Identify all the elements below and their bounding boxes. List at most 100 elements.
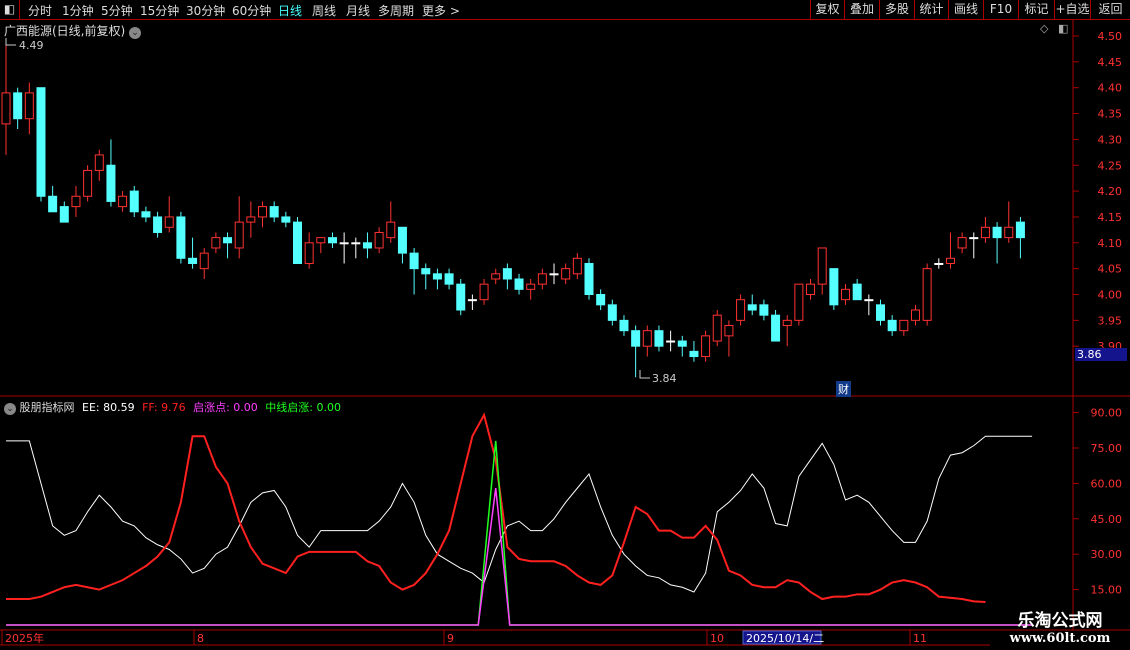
price-tick-label: 4.50 [1098, 30, 1123, 43]
indicator-legend: ⌄ 股朋指标网 EE: 80.59 FF: 9.76 启涨点: 0.00 中线启… [4, 399, 341, 415]
qzd-line [6, 488, 1033, 626]
period-tab[interactable]: 60分钟 [232, 4, 272, 18]
toolbar-button[interactable]: +自选 [1054, 0, 1090, 20]
candle-body [118, 195, 128, 208]
candle-body [817, 247, 827, 285]
toolbar-button[interactable]: F10 [983, 0, 1018, 20]
candle-body [724, 325, 734, 337]
candle-body [83, 169, 93, 197]
candle-body [1004, 226, 1014, 239]
toolbar-button[interactable]: 复权 [810, 0, 844, 20]
period-tab[interactable]: 日线 [278, 4, 303, 18]
candle-body [957, 237, 967, 249]
candle-body [491, 273, 501, 280]
candle-body [1015, 221, 1025, 239]
candle-body [689, 350, 699, 358]
candle-body [339, 242, 349, 245]
candle-body [129, 190, 139, 213]
candle-body [549, 273, 559, 276]
candle-body [258, 206, 268, 218]
candle-body [864, 299, 874, 302]
sidebar-toggle-button[interactable]: ◧ [0, 0, 20, 20]
candle-body [211, 237, 221, 249]
toolbar-button[interactable]: 画线 [948, 0, 983, 20]
period-tab[interactable]: 月线 [346, 4, 371, 18]
candle-body [176, 216, 186, 259]
period-tab[interactable]: 更多 > [422, 4, 460, 18]
ff-value: FF: 9.76 [142, 401, 186, 414]
candle-body [188, 257, 198, 264]
period-tab[interactable]: 15分钟 [140, 4, 180, 18]
qzd-value: 启涨点: 0.00 [193, 401, 258, 414]
price-tick-label: 3.95 [1098, 314, 1123, 327]
candle-body [945, 257, 955, 264]
indicator-name: 股朋指标网 [19, 401, 75, 414]
candle-body [397, 226, 407, 254]
period-tab[interactable]: 周线 [312, 4, 337, 18]
candle-body [351, 242, 361, 245]
panel-toggle-icon[interactable]: ◧ [1058, 22, 1069, 35]
period-tab[interactable]: 多周期 [378, 4, 415, 18]
candle-body [467, 299, 477, 302]
current-price-label: 3.86 [1075, 348, 1127, 361]
price-tick-label: 4.20 [1098, 185, 1123, 198]
period-tab[interactable]: 30分钟 [186, 4, 226, 18]
candle-body [759, 304, 769, 316]
stock-title-text: 广西能源(日线,前复权) [4, 24, 126, 38]
candle-body [444, 273, 454, 285]
date-label: 8 [197, 632, 204, 645]
toolbar-button[interactable]: 返回 [1090, 0, 1130, 20]
candle-body [654, 330, 664, 347]
indicator-tick-label: 30.00 [1091, 548, 1123, 561]
toolbar-button[interactable]: 多股 [879, 0, 914, 20]
high-marker-line [5, 38, 16, 46]
candle-body [712, 314, 722, 342]
candle-body [876, 304, 885, 321]
period-tab[interactable]: 1分钟 [62, 4, 94, 18]
candle-body [806, 283, 816, 296]
candle-body [316, 237, 326, 244]
candle-body [829, 268, 839, 306]
candle-body [841, 288, 851, 301]
price-tick-label: 4.30 [1098, 133, 1123, 146]
toolbar-button[interactable]: 统计 [914, 0, 948, 20]
candle-body [409, 252, 419, 270]
candle-body [362, 242, 372, 249]
price-tick-label: 4.40 [1098, 82, 1123, 95]
candle-body [246, 216, 256, 223]
indicator-tick-label: 75.00 [1091, 442, 1123, 455]
price-tick-label: 4.00 [1098, 289, 1123, 302]
chevron-down-icon[interactable]: ⌄ [4, 403, 16, 415]
chevron-down-icon[interactable]: ⌄ [129, 27, 142, 39]
price-tick-label: 4.35 [1098, 108, 1123, 121]
date-label: 2025年 [5, 631, 44, 645]
candle-body [642, 330, 652, 347]
candle-body [969, 237, 979, 240]
period-tab[interactable]: 分时 [28, 4, 53, 18]
ee-value: EE: 80.59 [82, 401, 135, 414]
high-price-marker: 4.49 [19, 39, 44, 52]
candle-body [910, 309, 920, 321]
stock-title[interactable]: 广西能源(日线,前复权) ⌄ [4, 22, 142, 39]
finance-badge[interactable]: 财 [836, 381, 851, 397]
indicator-tick-label: 90.00 [1091, 407, 1123, 420]
toolbar-button[interactable]: 标记 [1018, 0, 1054, 20]
candle-body [456, 283, 466, 311]
candle-body [771, 314, 781, 342]
candle-body [269, 206, 279, 218]
candle-body [234, 221, 244, 249]
candle-body [223, 237, 233, 244]
indicator-tick-label: 15.00 [1091, 584, 1123, 597]
ee-line [6, 435, 1033, 593]
candle-body [164, 216, 174, 228]
price-tick-label: 4.25 [1098, 159, 1123, 172]
candle-body [572, 257, 582, 275]
candle-body [584, 262, 594, 296]
toolbar-button[interactable]: 叠加 [844, 0, 879, 20]
period-tab[interactable]: 5分钟 [101, 4, 133, 18]
diamond-icon[interactable]: ◇ [1040, 22, 1049, 35]
date-label: 10 [710, 632, 724, 645]
candle-body [199, 252, 209, 270]
candle-body [596, 294, 606, 306]
